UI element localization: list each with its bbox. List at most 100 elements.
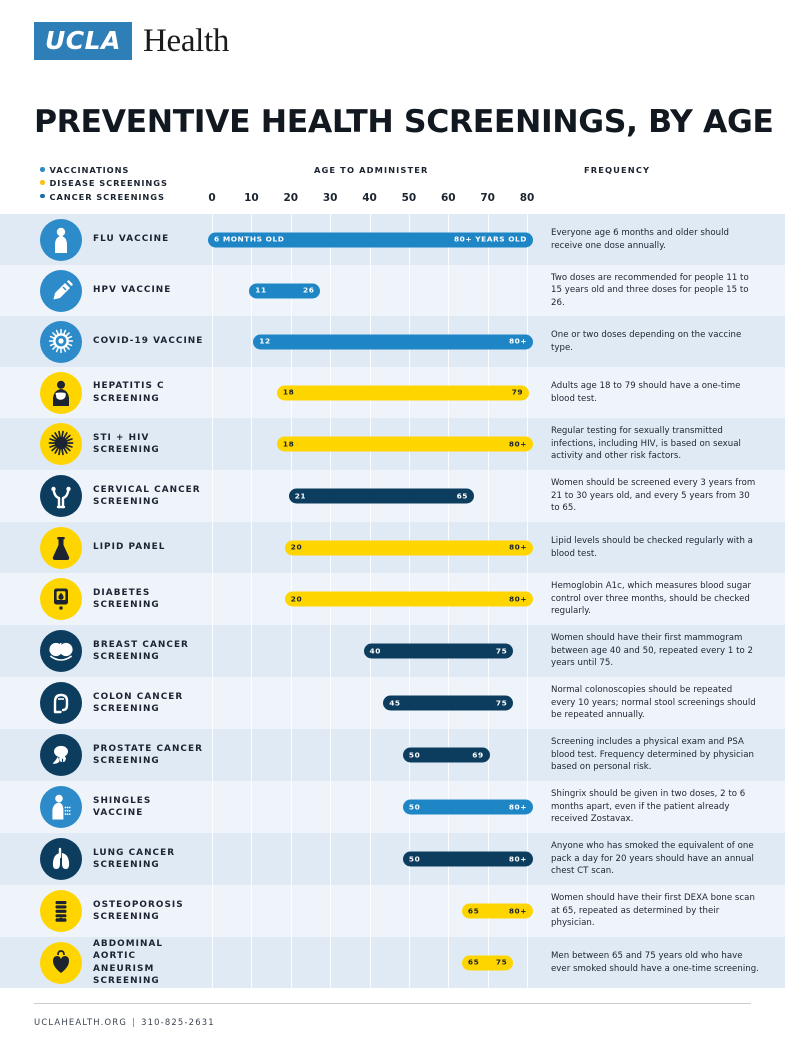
frequency-text: Hemoglobin A1c, which measures blood sug… (551, 581, 752, 617)
legend-label: DISEASE SCREENINGS (49, 178, 168, 189)
frequency-cell: Men between 65 and 75 years old who have… (540, 937, 785, 988)
age-range-bar[interactable]: 18 79 (276, 385, 530, 400)
heart-aorta-icon (40, 941, 82, 984)
range-end-label: 80+ (508, 854, 527, 864)
age-range-bar[interactable]: 21 65 (288, 488, 474, 504)
row-label: STI + HIV SCREENING (93, 432, 160, 456)
age-range-bar[interactable]: 12 80+ (253, 334, 534, 349)
row-label: ABDOMINAL AORTIC ANEURISM SCREENING (93, 938, 164, 987)
age-range-bar[interactable]: 6 MONTHS OLD 80+ YEARS OLD (208, 232, 533, 247)
range-start-label: 65 (467, 957, 480, 967)
table-row: DIABETES SCREENING 20 80+ Hemoglobin A1c, w… (0, 573, 785, 625)
axis-tick-70: 70 (480, 192, 495, 204)
row-identity-cell: BREAST CANCER SCREENING (0, 625, 210, 677)
age-range-bar[interactable]: 50 80+ (402, 799, 533, 815)
legend-dot-icon (40, 180, 45, 185)
row-identity-cell: COVID-19 VACCINE (0, 316, 210, 367)
table-row: BREAST CANCER SCREENING 40 75 Women should … (0, 625, 785, 677)
row-label: COVID-19 VACCINE (93, 336, 204, 347)
table-row: COLON CANCER SCREENING 45 75 Normal colonos… (0, 677, 785, 729)
ucla-logo-box: UCLA (34, 22, 132, 60)
row-identity-cell: LUNG CANCER SCREENING (0, 833, 210, 885)
liver-torso-icon (40, 371, 82, 414)
age-range-bar[interactable]: 45 75 (383, 695, 514, 711)
range-end-label: 79 (511, 387, 524, 397)
footer-phone[interactable]: 310-825-2631 (141, 1017, 215, 1027)
legend-item-vaccinations: VACCINATIONS (40, 164, 168, 177)
gridlines (210, 729, 540, 781)
range-end-label: 80+ YEARS OLD (453, 234, 527, 244)
age-range-cell: 18 80+ (210, 418, 540, 470)
row-identity-cell: COLON CANCER SCREENING (0, 677, 210, 729)
frequency-cell: Normal colonoscopies should be repeated … (540, 677, 785, 729)
frequency-cell: Two doses are recommended for people 11 … (540, 265, 785, 316)
range-start-label: 18 (282, 387, 295, 397)
frequency-text: Lipid levels should be checked regularly… (551, 535, 753, 559)
row-label: HPV VACCINE (93, 285, 172, 296)
frequency-cell: One or two doses depending on the vaccin… (540, 316, 785, 367)
table-row: COVID-19 VACCINE 12 80+ One or two doses de… (0, 316, 785, 367)
row-identity-cell: ABDOMINAL AORTIC ANEURISM SCREENING (0, 937, 210, 988)
range-start-label: 20 (290, 594, 303, 604)
age-range-bar[interactable]: 50 80+ (402, 851, 533, 867)
breast-icon (40, 630, 82, 672)
table-row: STI + HIV SCREENING 18 80+ Regular testing … (0, 418, 785, 470)
row-label: LUNG CANCER SCREENING (93, 847, 176, 871)
row-label: BREAST CANCER SCREENING (93, 639, 189, 663)
row-identity-cell: SHINGLES VACCINE (0, 781, 210, 833)
range-start-label: 50 (408, 854, 421, 864)
range-start-label: 40 (369, 646, 381, 656)
age-range-cell: 20 80+ (210, 573, 540, 625)
age-range-bar[interactable]: 40 75 (363, 643, 514, 659)
age-range-bar[interactable]: 65 80+ (461, 903, 533, 919)
range-end-label: 80+ (508, 336, 528, 346)
legend: VACCINATIONS DISEASE SCREENINGS CANCER S… (40, 164, 168, 204)
frequency-text: Women should be screened every 3 years f… (551, 478, 756, 514)
age-range-cell: 50 80+ (210, 833, 540, 885)
legend-dot-icon (40, 167, 45, 172)
row-label: PROSTATE CANCER SCREENING (93, 743, 203, 767)
table-row: PROSTATE CANCER SCREENING 50 69 Screening i… (0, 729, 785, 781)
age-range-cell: 65 80+ (210, 885, 540, 937)
age-range-bar[interactable]: 11 26 (249, 283, 321, 298)
axis-tick-10: 10 (244, 192, 259, 204)
row-label: LIPID PANEL (93, 542, 166, 553)
age-range-bar[interactable]: 20 80+ (284, 591, 534, 607)
health-wordmark: Health (142, 22, 230, 59)
frequency-text: Anyone who has smoked the equivalent of … (551, 841, 754, 877)
axis-tick-80: 80 (519, 192, 535, 204)
row-label: FLU VACCINE (93, 234, 170, 245)
frequency-text: Women should have their first mammogram … (551, 633, 753, 669)
flu-thermometer-icon (40, 218, 82, 261)
lungs-icon (40, 838, 82, 880)
range-start-label: 20 (290, 542, 303, 552)
table-row: HPV VACCINE 11 26 Two doses are recommended… (0, 265, 785, 316)
row-label: DIABETES SCREENING (93, 587, 160, 611)
frequency-text: Regular testing for sexually transmitted… (551, 426, 741, 462)
legend-label: CANCER SCREENINGS (49, 191, 165, 202)
table-row: OSTEOPOROSIS SCREENING 65 80+ Women should … (0, 885, 785, 937)
age-to-administer-header: AGE TO ADMINISTER (314, 165, 429, 175)
spine-icon (40, 890, 82, 932)
frequency-header: FREQUENCY (584, 165, 651, 175)
footer-website[interactable]: UCLAHEALTH.ORG (34, 1017, 128, 1027)
age-range-bar[interactable]: 18 80+ (276, 436, 533, 452)
glucose-meter-icon (40, 578, 82, 620)
table-row: FLU VACCINE 6 MONTHS OLD 80+ YEARS OLD Ever… (0, 214, 785, 265)
range-end-label: 80+ (508, 439, 527, 449)
age-range-bar[interactable]: 65 75 (461, 955, 514, 970)
uterus-icon (40, 475, 82, 517)
age-range-bar[interactable]: 20 80+ (284, 540, 534, 555)
ucla-health-logo: UCLA Health (34, 22, 785, 60)
legend-item-disease-screenings: DISEASE SCREENINGS (40, 177, 168, 190)
axis-tick-40: 40 (362, 192, 377, 204)
legend-item-cancer-screenings: CANCER SCREENINGS (40, 191, 168, 204)
axis-tick-0: 0 (208, 192, 216, 204)
frequency-cell: Adults age 18 to 79 should have a one-ti… (540, 367, 785, 418)
age-range-bar[interactable]: 50 69 (402, 747, 490, 763)
row-label: SHINGLES VACCINE (93, 795, 152, 819)
range-end-label: 75 (495, 957, 508, 967)
frequency-cell: Lipid levels should be checked regularly… (540, 522, 785, 573)
table-row: CERVICAL CANCER SCREENING 21 65 Women shoul… (0, 470, 785, 522)
frequency-cell: Women should have their first DEXA bone … (540, 885, 785, 937)
